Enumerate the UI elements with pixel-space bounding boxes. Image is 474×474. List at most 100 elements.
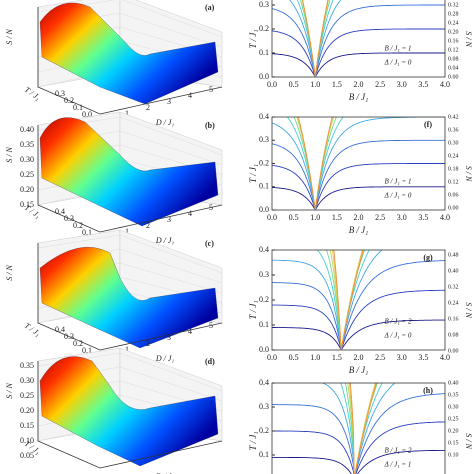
annotation: Δ / J₁ = 0 [384,59,412,67]
contour-line [272,260,445,350]
x-tick-label: 1.5 [332,80,342,89]
contour-line [272,393,445,474]
panel-label: (c) [205,239,214,248]
t-tick-label: 0.2 [64,96,74,105]
x-tick-label: 3.0 [397,213,407,222]
x-tick-label: 3.5 [418,353,428,362]
contour-line [302,0,329,77]
panel-label: (b) [205,121,215,130]
right-tick-label: 0.28 [448,11,459,17]
contour-line [344,383,379,474]
axis-frame [37,125,223,233]
right-tick-label: 0.15 [448,440,459,446]
x-axis-label: B / J₁ [349,365,369,375]
x-axis-label: B / J₁ [349,225,369,235]
wall-grid [119,352,223,392]
axis-frame [37,243,223,351]
z-axis-label: S / N [5,147,14,163]
d-tick-label: 1 [125,227,129,236]
z-axis-label: S / N [5,265,14,281]
z-axis-label: S / N [5,29,14,45]
d-tick-label: 4 [188,327,192,336]
d-tick-label: 4 [188,91,192,100]
right-tick-label: 0.40 [448,380,459,386]
d-tick-label: 3 [167,333,171,342]
wall-grid [119,12,223,48]
y-axis-label: T / J₁ [248,432,258,451]
right-tick-label: 0.18 [448,166,459,172]
right-tick-label: 0.42 [448,114,459,120]
y-tick-label: 0.2 [259,426,269,435]
contour-line [272,250,383,350]
z-tick-label: 0.40 [20,125,34,134]
z-tick-label: 0.25 [20,170,34,179]
t-tick-label: 0.4 [55,207,65,216]
contour-line [296,117,335,210]
contour-line [321,383,396,474]
right-axis-label: S / N [464,302,473,318]
panel-label: (h) [423,386,433,395]
contour-line [297,117,333,210]
y-axis-label: T / J₁ [248,164,258,183]
t-tick-label: 0.3 [55,89,65,98]
right-axis-label: S / N [464,433,473,449]
right-tick-label: 0.24 [448,20,459,26]
right-tick-label: 0.35 [448,392,459,398]
z-tick-label: 0.30 [20,155,34,164]
contour-panel: 0.30.20.10.00.0 0.5 1.0 1.5 2.0 2.5 3.0 3.5 4.00… [248,0,473,102]
x-tick-label: 4.0 [440,80,450,89]
d-tick-label: 5 [209,321,213,330]
right-tick-label: 0.30 [448,404,459,410]
x-tick-label: 2.5 [375,80,385,89]
d-tick-label: 2 [146,221,150,230]
x-tick-label: 0.5 [289,213,299,222]
x-tick-label: 3.0 [397,80,407,89]
contour-line [302,0,329,77]
d-tick-label: 1 [125,345,129,354]
d-tick-label: 2 [146,103,150,112]
right-tick-label: 0.20 [448,428,459,434]
x-tick-label: 3.5 [418,80,428,89]
contour-line [272,52,445,77]
right-tick-label: 0.48 [448,252,459,258]
surface-panel: (a)S / NT / J₁D / J₁0.30.20.10.0012345 [5,0,223,127]
y-axis-label: T / J₁ [248,301,258,320]
z-tick-label: 0.35 [20,140,34,149]
right-tick-label: 0.00 [448,348,459,354]
surface [39,2,219,105]
right-tick-label: 0.00 [448,205,459,211]
contour-line [272,186,445,210]
t-tick-label: 0.1 [82,346,92,355]
x-tick-label: 0.0 [267,80,277,89]
y-tick-label: 0.4 [259,112,269,121]
t-tick-label: 0.4 [55,325,65,334]
contour-line [272,449,445,474]
plot-frame [271,0,446,78]
wall-grid [119,248,223,284]
x-tick-label: 2.0 [354,80,364,89]
right-axis-label: S / N [464,31,473,47]
contour-line [333,250,364,350]
y-tick-label: 0.0 [259,205,269,214]
annotation: B / J₁ = 2 [385,318,412,326]
z-tick-label: 0.20 [20,406,34,415]
y-tick-label: 0.2 [259,24,269,33]
z-tick-label: 0.25 [20,391,34,400]
y-tick-label: 0.1 [259,182,269,191]
contour-panel: 0.4 0.3 0.2 0.1 0.40 0.35 0.30 0.25 0.20 0.15 0.10… [248,378,473,474]
z-axis-label: S / N [5,383,14,399]
x-tick-label: 1.5 [332,213,342,222]
t-tick-label: 0.3 [64,214,74,223]
y-axis-label: T / J₁ [248,30,258,49]
axis-frame [37,361,223,469]
z-tick-label: 0.20 [20,185,34,194]
wall-grid [121,0,223,38]
y-tick-label: 0.1 [259,320,269,329]
d-axis-label: D / J₁ [155,354,175,363]
annotation: Δ / J₁ = 0 [384,332,412,340]
x-axis-label: B / J₁ [349,92,369,102]
surface [39,247,219,349]
x-tick-label: 0.0 [267,353,277,362]
contour-line [272,163,445,210]
contour-line [300,0,331,77]
